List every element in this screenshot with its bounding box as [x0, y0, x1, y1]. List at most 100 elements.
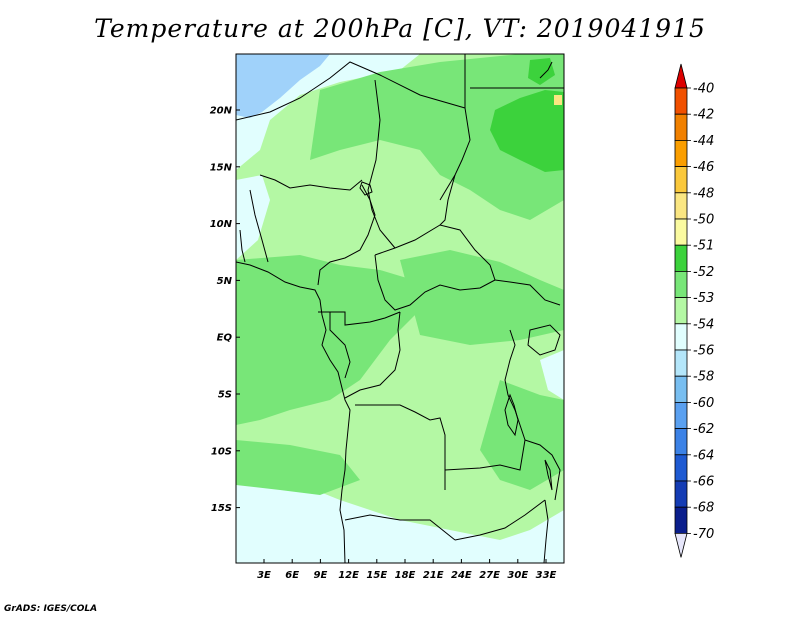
- colorbar-swatch: [674, 244, 688, 272]
- colorbar-swatch: [674, 375, 688, 403]
- colorbar-swatch: [674, 139, 688, 167]
- lat-tick-label: EQ: [217, 333, 233, 344]
- field-region-51-ne: [490, 90, 564, 172]
- border-tanzania: [524, 439, 561, 501]
- coastline-west-africa: [236, 261, 351, 563]
- colorbar-swatch: [674, 87, 688, 115]
- border-libya-chad: [439, 54, 471, 201]
- border-drc-east: [504, 329, 526, 441]
- colorbar-swatch: [674, 480, 688, 508]
- lon-tick-label: 3E: [257, 570, 271, 581]
- colorbar: -40 -42 -44 -46 -48 -50 -51 -52 -53 -54 -56 -58 -60 -…: [674, 63, 714, 558]
- border-car-drc: [374, 254, 496, 311]
- lat-tick-label: 5N: [217, 276, 233, 287]
- border-sudan-chad: [439, 174, 456, 226]
- field-region-49: [554, 95, 562, 105]
- colorbar-label: -48: [693, 186, 714, 201]
- lat-tick-label: 20N: [210, 106, 233, 117]
- colorbar-label: -44: [693, 134, 714, 149]
- colorbar-label: -50: [693, 213, 714, 228]
- field-region-52-east: [480, 380, 564, 490]
- lake-victoria: [527, 324, 561, 356]
- colorbar-swatch: [674, 454, 688, 482]
- border-south-sudan: [494, 279, 561, 306]
- lake-malawi: [544, 459, 553, 491]
- colorbar-swatch: [674, 428, 688, 456]
- colorbar-label: -52: [693, 265, 714, 280]
- colorbar-label: -51: [693, 239, 714, 254]
- lon-tick-label: 18E: [395, 570, 416, 581]
- border-congo-drc: [344, 311, 401, 399]
- map-frame: [235, 53, 565, 564]
- lon-tick-label: 27E: [479, 570, 500, 581]
- colorbar-top-arrow: [674, 63, 688, 89]
- colorbar-label: -56: [693, 344, 714, 359]
- colorbar-label: -54: [693, 317, 714, 332]
- nile-delta: [539, 61, 553, 79]
- field-region-56: [236, 54, 330, 118]
- lat-tick-label: 10N: [210, 219, 233, 230]
- field-region-52-south: [236, 440, 360, 495]
- border-angola-namibia: [344, 514, 456, 541]
- grads-credit: GrADS: IGES/COLA: [4, 604, 98, 614]
- border-algeria-niger: [236, 61, 466, 121]
- colorbar-swatch: [674, 323, 688, 351]
- lon-axis: 3E 6E 9E 12E 15E 18E 21E 24E 27E 30E 33E: [257, 559, 557, 581]
- lat-axis: 20N 15N 10N 5N EQ 5S 10S 15S: [210, 106, 240, 514]
- lon-tick-label: 6E: [285, 570, 299, 581]
- border-drc-angola: [355, 404, 446, 490]
- lon-tick-label: 30E: [507, 570, 528, 581]
- colorbar-swatch: [674, 192, 688, 220]
- map-boundaries: [236, 54, 564, 563]
- border-zambia-south: [454, 499, 546, 541]
- colorbar-swatch: [674, 166, 688, 194]
- colorbar-label: -66: [693, 475, 714, 490]
- lon-tick-label: 21E: [423, 570, 444, 581]
- border-mali-niger: [259, 174, 363, 191]
- border-chad-car: [374, 224, 496, 281]
- lon-tick-label: 24E: [451, 570, 472, 581]
- border-west-small-2: [239, 229, 246, 263]
- lake-chad: [359, 181, 373, 196]
- border-niger-chad: [367, 79, 396, 249]
- border-gabon: [329, 312, 351, 379]
- colorbar-label: -42: [693, 108, 714, 123]
- border-nigeria-cameroon: [317, 184, 376, 286]
- field-region-52-gulf: [236, 255, 420, 425]
- colorbar-label: -68: [693, 501, 714, 516]
- colorbar-label: -60: [693, 396, 714, 411]
- field-region-52-center: [400, 250, 564, 345]
- page-title: Temperature at 200hPa [C], VT: 201904191…: [94, 14, 706, 43]
- colorbar-label: -70: [693, 527, 714, 542]
- colorbar-label: -46: [693, 160, 714, 175]
- lon-tick-label: 12E: [338, 570, 359, 581]
- colorbar-swatch: [674, 270, 688, 298]
- colorbar-swatch: [674, 218, 688, 246]
- colorbar-label: -64: [693, 448, 714, 463]
- colorbar-label: -62: [693, 422, 714, 437]
- border-drc-zambia: [444, 439, 526, 471]
- colorbar-label: -58: [693, 370, 714, 385]
- border-mozambique: [543, 499, 549, 563]
- field-region-54-east: [540, 350, 564, 400]
- lon-tick-label: 9E: [314, 570, 328, 581]
- field-region-51-nne: [528, 58, 555, 85]
- colorbar-label: -53: [693, 291, 714, 306]
- colorbar-bottom-arrow: [674, 533, 688, 558]
- border-cameroon-congo: [318, 311, 401, 326]
- colorbar-swatch: [674, 349, 688, 377]
- lon-tick-label: 15E: [366, 570, 387, 581]
- lat-tick-label: 5S: [218, 390, 232, 401]
- colorbar-swatch: [674, 401, 688, 429]
- lat-tick-label: 15N: [210, 162, 233, 173]
- lat-tick-label: 15S: [211, 503, 232, 514]
- lon-tick-label: 33E: [536, 570, 557, 581]
- field-region-54-west: [236, 175, 270, 260]
- colorbar-swatch: [674, 297, 688, 325]
- colorbar-label: -40: [693, 82, 714, 97]
- colorbar-swatch: [674, 113, 688, 141]
- field-region-52-north: [310, 54, 564, 220]
- colorbar-swatch: [674, 506, 688, 534]
